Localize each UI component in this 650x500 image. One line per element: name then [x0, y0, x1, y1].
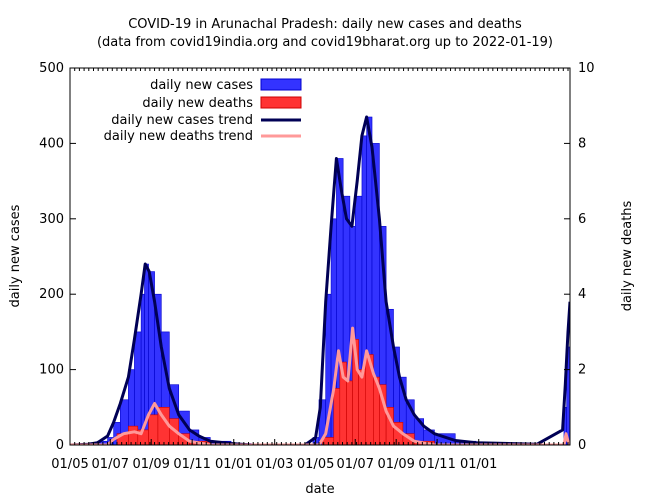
x-tick-label: 01/05	[297, 457, 334, 472]
x-tick-label: 01/09	[377, 457, 414, 472]
y-tick-label: 400	[39, 136, 64, 151]
legend-label-deaths: daily new deaths	[142, 96, 253, 111]
chart-title: COVID-19 in Arunachal Pradesh: daily new…	[128, 17, 522, 32]
y-tick-label: 500	[39, 61, 64, 76]
x-tick-label: 01/01	[215, 457, 252, 472]
y-tick-label: 300	[39, 212, 64, 227]
y2-tick-label: 6	[578, 212, 586, 227]
plot-frame	[69, 67, 571, 446]
x-axis-label: date	[305, 482, 334, 497]
y2-tick-label: 4	[578, 287, 586, 302]
y2-tick-label: 2	[578, 363, 586, 378]
chart-subtitle: (data from covid19india.org and covid19b…	[97, 35, 553, 50]
deaths-bar	[128, 425, 139, 445]
trend-lines-layer	[70, 115, 570, 445]
legend-swatch-cases	[260, 78, 302, 91]
x-tick-label: 01/01	[460, 457, 497, 472]
deaths-bar	[358, 369, 366, 445]
x-tick-label: 01/07	[92, 457, 129, 472]
y2-tick-label: 8	[578, 136, 586, 151]
legend-label-cases-trend: daily new cases trend	[111, 113, 253, 128]
legend-label-cases: daily new cases	[150, 78, 253, 93]
deaths-bar	[402, 433, 415, 445]
legend-label-deaths-trend: daily new deaths trend	[104, 129, 253, 144]
x-tick-label: 01/03	[256, 457, 293, 472]
x-tick-label: 01/07	[337, 457, 374, 472]
deaths-trend-line	[70, 326, 570, 445]
x-tick-label: 01/09	[132, 457, 169, 472]
deaths-bar	[333, 388, 341, 445]
y-axis-label: daily new cases	[8, 204, 23, 307]
deaths-bar	[148, 414, 159, 445]
x-tick-label: 01/05	[51, 457, 88, 472]
y2-axis-label: daily new deaths	[620, 200, 635, 311]
legend: daily new cases daily new deaths daily n…	[104, 78, 302, 144]
y-tick-label: 0	[56, 438, 64, 453]
deaths-bar	[346, 380, 353, 445]
x-tick-label: 01/11	[173, 457, 210, 472]
y-tick-label: 100	[39, 363, 64, 378]
cases-trend-line	[70, 115, 570, 445]
y-tick-label: 200	[39, 287, 64, 302]
deaths-bar	[178, 433, 190, 445]
x-tick-label: 01/11	[418, 457, 455, 472]
legend-swatch-deaths	[260, 96, 302, 109]
y2-tick-label: 0	[578, 438, 586, 453]
bars-layer	[87, 116, 570, 445]
y2-tick-label: 10	[578, 61, 595, 76]
